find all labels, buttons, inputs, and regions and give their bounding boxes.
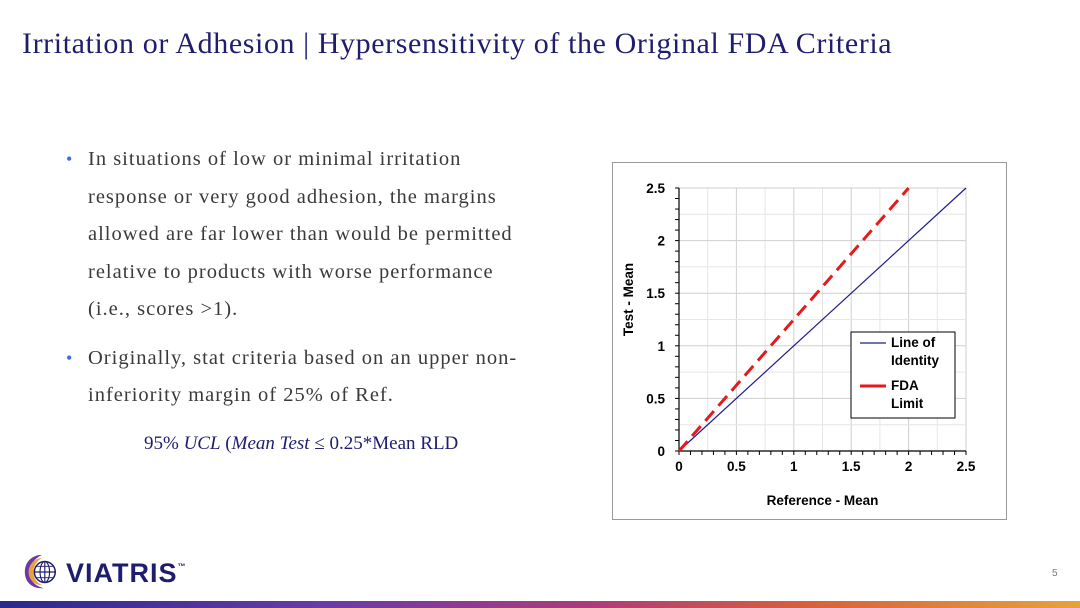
bullet-marker: • xyxy=(66,347,74,368)
chart: 0 0.5 1 1.5 2 2.5 0 0.5 1 1.5 2 2.5 Reference - Mean… xyxy=(621,181,976,508)
x-tick-label: 2.5 xyxy=(957,459,976,474)
bullet-marker: • xyxy=(66,149,74,169)
y-axis-label: Test - Mean xyxy=(621,263,636,336)
logo-trademark: ™ xyxy=(177,562,187,571)
legend-label: Limit xyxy=(891,396,924,411)
x-tick-label: 0.5 xyxy=(727,459,746,474)
y-tick-label: 0.5 xyxy=(646,391,665,406)
legend-label: Line of xyxy=(891,335,936,350)
x-tick-label: 1 xyxy=(790,459,798,474)
legend-label: FDA xyxy=(891,378,919,393)
title-sub: Hypersensitivity of the Original FDA Cri… xyxy=(317,27,893,60)
x-tick-label: 0 xyxy=(675,459,683,474)
x-tick-label: 2 xyxy=(905,459,913,474)
bullet-list: • In situations of low or minimal irrita… xyxy=(66,141,536,426)
logo-wordmark: VIATRIS™ xyxy=(66,558,187,589)
bullet-text: Originally, stat criteria based on an up… xyxy=(88,346,518,407)
title-main: Irritation or Adhesion xyxy=(22,27,296,60)
identity-line xyxy=(678,187,967,452)
legend-box xyxy=(850,331,956,419)
page-number: 5 xyxy=(1052,568,1058,579)
y-tick-label: 1 xyxy=(657,339,665,354)
formula-mean-test: Mean Test xyxy=(231,433,310,454)
title-separator: | xyxy=(303,27,310,60)
y-tick-label: 2 xyxy=(657,234,665,249)
y-tick-label: 1.5 xyxy=(646,286,665,301)
x-axis-label: Reference - Mean xyxy=(767,493,879,508)
chart-container: 0 0.5 1 1.5 2 2.5 0 0.5 1 1.5 2 2.5 Reference - Mean… xyxy=(612,162,1007,520)
formula-ucl: UCL xyxy=(183,433,221,454)
slide-title: Irritation or Adhesion | Hypersensitivity … xyxy=(22,27,892,61)
logo-name: VIATRIS xyxy=(66,558,178,588)
bullet-text: In situations of low or minimal irritati… xyxy=(88,148,513,320)
formula: 95% UCL (Mean Test ≤ 0.25*Mean RLD xyxy=(144,433,458,455)
formula-prefix: 95% xyxy=(144,433,184,454)
x-tick-label: 1.5 xyxy=(842,459,861,474)
bottom-gradient-bar xyxy=(0,601,1080,608)
bullet-item: • In situations of low or minimal irrita… xyxy=(66,141,536,329)
y-tick-label: 2.5 xyxy=(646,181,665,196)
bullet-item: • Originally, stat criteria based on an … xyxy=(66,340,536,415)
formula-rest: ≤ 0.25*Mean RLD xyxy=(309,433,459,454)
formula-open: ( xyxy=(220,433,232,454)
viatris-logo-icon xyxy=(24,554,57,589)
y-tick-label: 0 xyxy=(657,444,665,459)
legend-label: Identity xyxy=(891,353,939,368)
fda-limit-line xyxy=(677,187,910,452)
